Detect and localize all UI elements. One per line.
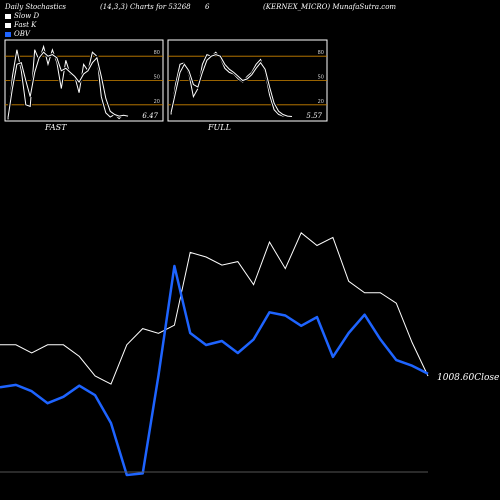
- legend-slow-d: Slow D: [5, 12, 39, 20]
- legend-label-fast-k: Fast K: [14, 21, 37, 29]
- fast-panel-title: FAST: [45, 123, 67, 132]
- full-last-value: 5.57: [306, 112, 322, 120]
- legend-swatch-obv: [5, 31, 11, 37]
- full-panel-title: FULL: [208, 123, 231, 132]
- chart-header-left: Daily Stochastics: [5, 3, 67, 11]
- fast-last-value: 6.47: [142, 112, 158, 120]
- fast-stochastic-panel: 80 50 20 6.47: [4, 39, 164, 122]
- legend-swatch-fast-k: [5, 22, 11, 28]
- full-level-label-80: 80: [318, 50, 324, 56]
- fast-series-0-line: [7, 44, 129, 120]
- full-series-1-line: [170, 54, 293, 117]
- legend-swatch-slow-d: [5, 13, 11, 19]
- fast-level-label-50: 50: [154, 75, 160, 81]
- full-series-0-line: [170, 51, 293, 117]
- price-line: [0, 232, 429, 385]
- fast-level-label-20: 20: [154, 99, 160, 105]
- full-level-label-20: 20: [318, 99, 324, 105]
- full-level-label-50: 50: [318, 75, 324, 81]
- price-obv-panel: 1008.60Close: [0, 232, 499, 477]
- full-series-0-outline: [169, 50, 293, 118]
- obv-line: [0, 264, 429, 477]
- legend-label-slow-d: Slow D: [14, 12, 40, 20]
- fast-series-1-line: [7, 51, 129, 118]
- chart-header-right: (KERNEX_MICRO) MunafaSutra.com: [263, 3, 397, 11]
- legend-label-obv: OBV: [14, 30, 30, 38]
- legend-obv: OBV: [5, 30, 30, 38]
- fast-series-1-outline: [6, 50, 129, 119]
- full-stochastic-panel: 80 50 20 5.57: [167, 39, 328, 122]
- chart-header-center: (14,3,3) Charts for 53268: [100, 3, 191, 11]
- fast-level-label-80: 80: [154, 50, 160, 56]
- legend-fast-k: Fast K: [5, 21, 36, 29]
- close-price-label: 1008.60Close: [437, 373, 499, 383]
- chart-header-number: 6: [205, 3, 210, 11]
